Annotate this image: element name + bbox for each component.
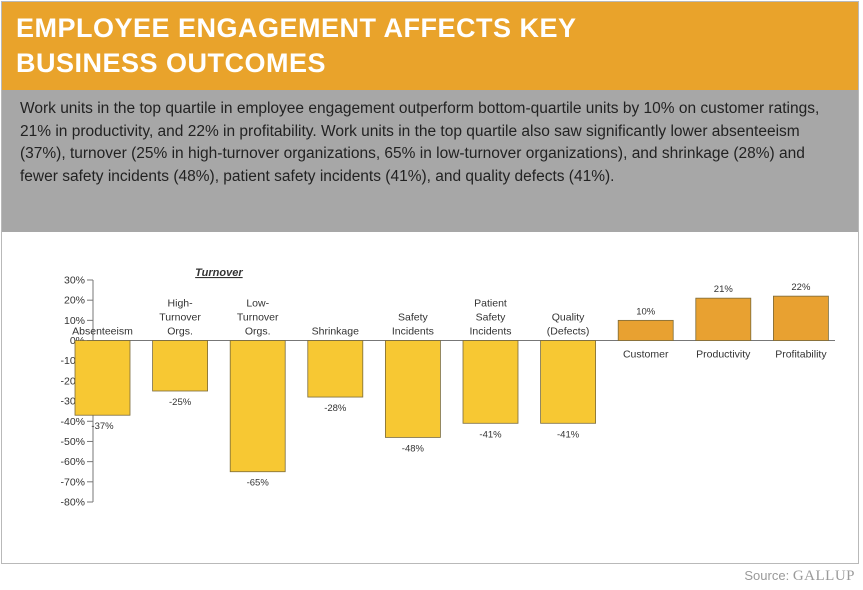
data-label: -28% [324, 403, 347, 414]
bar [695, 297, 752, 341]
header-banner: EMPLOYEE ENGAGEMENT AFFECTS KEY BUSINESS… [2, 2, 858, 90]
data-label: -65% [247, 478, 270, 489]
category-label: Absenteeism [72, 326, 133, 338]
bar [617, 319, 674, 341]
bar [152, 340, 209, 392]
y-tick-label: 20% [64, 295, 85, 307]
category-label: Incidents [469, 326, 511, 338]
description-panel: Work units in the top quartile in employ… [2, 90, 858, 232]
category-label: Customer [623, 349, 669, 361]
category-label: Profitability [775, 349, 827, 361]
data-label: -25% [169, 397, 192, 408]
data-label: 21% [714, 284, 734, 295]
source-credit: Source: GALLUP [744, 568, 855, 585]
y-tick-label: -60% [60, 456, 85, 468]
description-text: Work units in the top quartile in employ… [20, 100, 820, 185]
infographic-frame: EMPLOYEE ENGAGEMENT AFFECTS KEY BUSINESS… [1, 1, 859, 564]
turnover-group-label: Turnover [195, 267, 243, 279]
bar [229, 340, 286, 473]
bar [773, 295, 829, 341]
category-label: Incidents [392, 326, 434, 338]
bar [462, 340, 519, 424]
category-label: Productivity [696, 349, 751, 361]
category-label: Safety [476, 312, 507, 324]
bar [384, 340, 441, 438]
y-tick-label: -50% [60, 436, 85, 448]
y-tick-label: 10% [64, 315, 85, 327]
y-tick-label: -70% [60, 476, 85, 488]
data-label: -48% [402, 443, 425, 454]
bar [307, 340, 364, 398]
bar [540, 340, 596, 424]
data-label: -41% [557, 429, 580, 440]
y-tick-label: -80% [60, 497, 85, 509]
category-label: Turnover [159, 312, 201, 324]
data-label: 22% [791, 282, 811, 293]
bar [74, 340, 131, 416]
category-label: Turnover [237, 312, 279, 324]
category-label: Orgs. [167, 326, 193, 338]
y-tick-label: 30% [64, 275, 85, 287]
category-label: Safety [398, 312, 429, 324]
category-label: Patient [474, 298, 507, 310]
data-label: -41% [479, 429, 502, 440]
category-label: Low- [246, 298, 269, 310]
y-tick-label: -40% [60, 416, 85, 428]
data-label: -37% [91, 421, 114, 432]
data-label: 10% [636, 306, 656, 317]
category-label: Quality [552, 312, 585, 324]
source-label: Source: [744, 568, 790, 583]
title-line-1: EMPLOYEE ENGAGEMENT AFFECTS KEY [16, 13, 577, 43]
category-label: (Defects) [547, 326, 590, 338]
source-brand: GALLUP [792, 568, 855, 584]
category-label: Shrinkage [312, 326, 359, 338]
category-label: High- [168, 298, 194, 310]
title-line-2: BUSINESS OUTCOMES [16, 48, 327, 78]
category-label: Orgs. [245, 326, 271, 338]
